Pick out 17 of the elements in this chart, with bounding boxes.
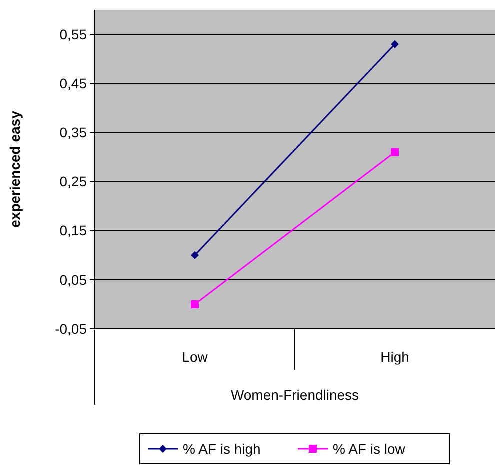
x-tick-label: High: [380, 349, 410, 365]
x-axis-title: Women-Friendliness: [230, 387, 360, 403]
point: [391, 40, 399, 48]
y-tick-label: -0,05: [55, 320, 88, 337]
y-tick-label: 0,55: [60, 26, 88, 42]
y-tick-label: 0,25: [60, 174, 88, 190]
y-tick-label: 0,45: [60, 76, 88, 92]
y-tick-label: 0,35: [60, 124, 88, 141]
y-axis-title: experienced easy: [7, 110, 23, 228]
point: [191, 251, 199, 260]
point: [191, 300, 199, 308]
legend-label: % AF is low: [333, 440, 406, 457]
y-tick-label: 0,05: [60, 272, 88, 288]
point: [391, 148, 399, 156]
y-tick-label: 0,15: [60, 222, 88, 239]
legend-label: % AF is high: [183, 440, 261, 457]
x-tick-label: Low: [182, 349, 209, 365]
